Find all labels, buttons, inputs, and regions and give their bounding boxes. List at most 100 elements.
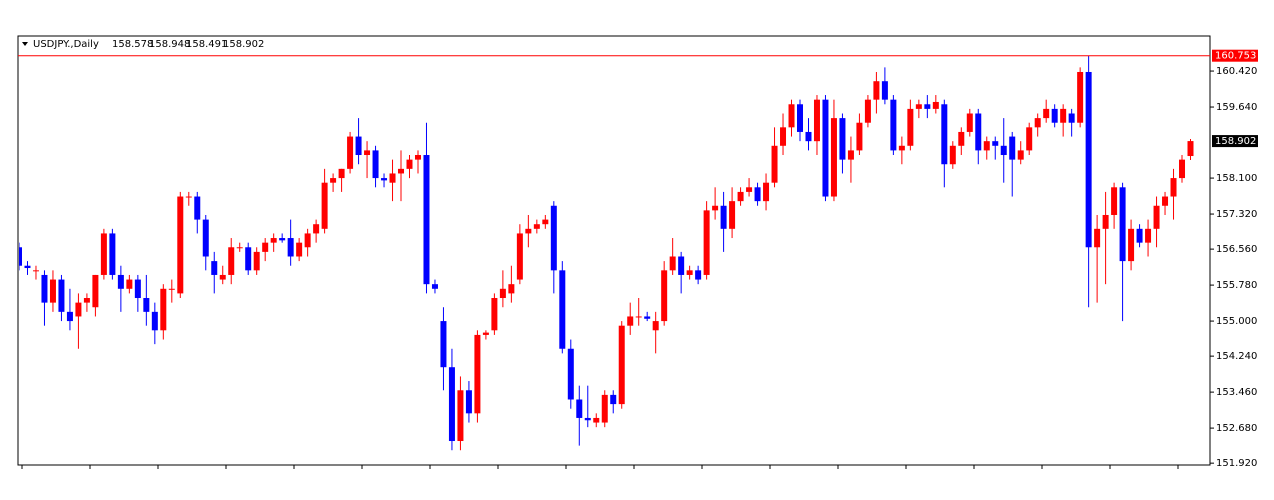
candle-body bbox=[1162, 196, 1169, 206]
candle-body bbox=[389, 173, 396, 183]
candle-body bbox=[347, 136, 354, 169]
candle-body bbox=[898, 145, 905, 151]
candle-body bbox=[1128, 228, 1135, 262]
candle-body bbox=[559, 270, 566, 349]
candle-body bbox=[737, 191, 744, 202]
candle-body bbox=[1043, 108, 1050, 119]
candle-body bbox=[287, 238, 294, 257]
candle-body bbox=[652, 321, 659, 331]
candle-body bbox=[1000, 145, 1007, 156]
header-value: 158.948 bbox=[149, 39, 190, 50]
candle-body bbox=[542, 219, 549, 225]
candle-body bbox=[830, 118, 837, 197]
candle-body bbox=[576, 399, 583, 418]
candle-body bbox=[440, 321, 447, 368]
candle-body bbox=[414, 155, 421, 160]
candle-body bbox=[958, 131, 965, 146]
candle-body bbox=[228, 247, 235, 275]
candle-body bbox=[482, 332, 489, 335]
candle-body bbox=[550, 205, 557, 271]
candle-body bbox=[296, 242, 303, 257]
candle-body bbox=[864, 99, 871, 123]
candle-body bbox=[202, 219, 209, 257]
candle-body bbox=[372, 150, 379, 179]
candle-body bbox=[262, 242, 269, 252]
candle-body bbox=[185, 196, 192, 198]
candle-body bbox=[907, 108, 914, 146]
candle-body bbox=[109, 233, 116, 275]
candle-body bbox=[364, 150, 371, 156]
y-tick-label: 160.420 bbox=[1216, 66, 1257, 77]
candle-body bbox=[143, 298, 150, 312]
symbol: USDJPY.,Daily bbox=[33, 39, 99, 50]
candle-body bbox=[516, 233, 523, 280]
candle-body bbox=[117, 274, 124, 289]
candle-body bbox=[508, 284, 515, 294]
candle-body bbox=[1077, 71, 1084, 123]
candle-body bbox=[1153, 205, 1160, 229]
candle-body bbox=[194, 196, 201, 220]
candle-body bbox=[1060, 108, 1067, 123]
y-tick-label: 157.320 bbox=[1216, 209, 1257, 220]
candle-body bbox=[1026, 127, 1033, 151]
candle-body bbox=[805, 131, 812, 142]
candle-body bbox=[729, 201, 736, 229]
candle-body bbox=[932, 101, 939, 109]
header-value: 158.491 bbox=[186, 39, 227, 50]
candle-body bbox=[330, 178, 337, 183]
candle-body bbox=[881, 81, 888, 100]
candle-body bbox=[1136, 228, 1143, 243]
candle-body bbox=[1094, 228, 1101, 248]
candle-body bbox=[915, 104, 922, 109]
current-price-box bbox=[1212, 135, 1258, 148]
candle-body bbox=[567, 348, 574, 400]
candle-body bbox=[924, 104, 931, 109]
candle-body bbox=[491, 298, 498, 331]
candle-body bbox=[423, 155, 430, 285]
candle-body bbox=[695, 270, 702, 280]
candle-body bbox=[949, 145, 956, 165]
candle-body bbox=[763, 182, 770, 202]
candle-body bbox=[1102, 214, 1109, 229]
candle-body bbox=[703, 210, 710, 275]
candle-body bbox=[431, 284, 438, 289]
candle-body bbox=[873, 81, 880, 100]
candle-body bbox=[211, 261, 218, 275]
candle-body bbox=[839, 118, 846, 160]
candle-body bbox=[533, 224, 540, 229]
candle-body bbox=[754, 187, 761, 202]
candle-body bbox=[151, 311, 158, 331]
candle-body bbox=[788, 104, 795, 128]
candle-body bbox=[457, 390, 464, 442]
candle-body bbox=[75, 302, 82, 317]
candle-body bbox=[593, 417, 600, 423]
candle-body bbox=[448, 367, 455, 442]
candle-body bbox=[847, 150, 854, 160]
candle-body bbox=[1085, 71, 1092, 248]
y-tick-label: 155.780 bbox=[1216, 280, 1257, 291]
candle-body bbox=[983, 141, 990, 151]
plot-frame bbox=[17, 35, 1211, 466]
candle-body bbox=[661, 270, 668, 322]
candle-body bbox=[381, 178, 388, 181]
y-tick-label: 159.640 bbox=[1216, 102, 1257, 113]
candle-body bbox=[1179, 159, 1186, 179]
candle-body bbox=[100, 233, 107, 275]
candle-body bbox=[19, 247, 22, 266]
candle-body bbox=[992, 141, 999, 146]
y-tick-label: 158.100 bbox=[1216, 173, 1257, 184]
candle-body bbox=[355, 136, 362, 156]
candle-body bbox=[66, 311, 73, 322]
y-tick-label: 152.680 bbox=[1216, 423, 1257, 434]
y-tick-label: 151.920 bbox=[1216, 458, 1257, 469]
candle-body bbox=[474, 334, 481, 414]
candle-body bbox=[941, 104, 948, 165]
candle-body bbox=[678, 256, 685, 275]
candle-body bbox=[83, 298, 90, 303]
candle-body bbox=[253, 251, 260, 271]
candle-body bbox=[644, 316, 651, 319]
candle-body bbox=[1034, 118, 1041, 128]
candle-body bbox=[499, 288, 506, 299]
candle-body bbox=[406, 159, 413, 169]
